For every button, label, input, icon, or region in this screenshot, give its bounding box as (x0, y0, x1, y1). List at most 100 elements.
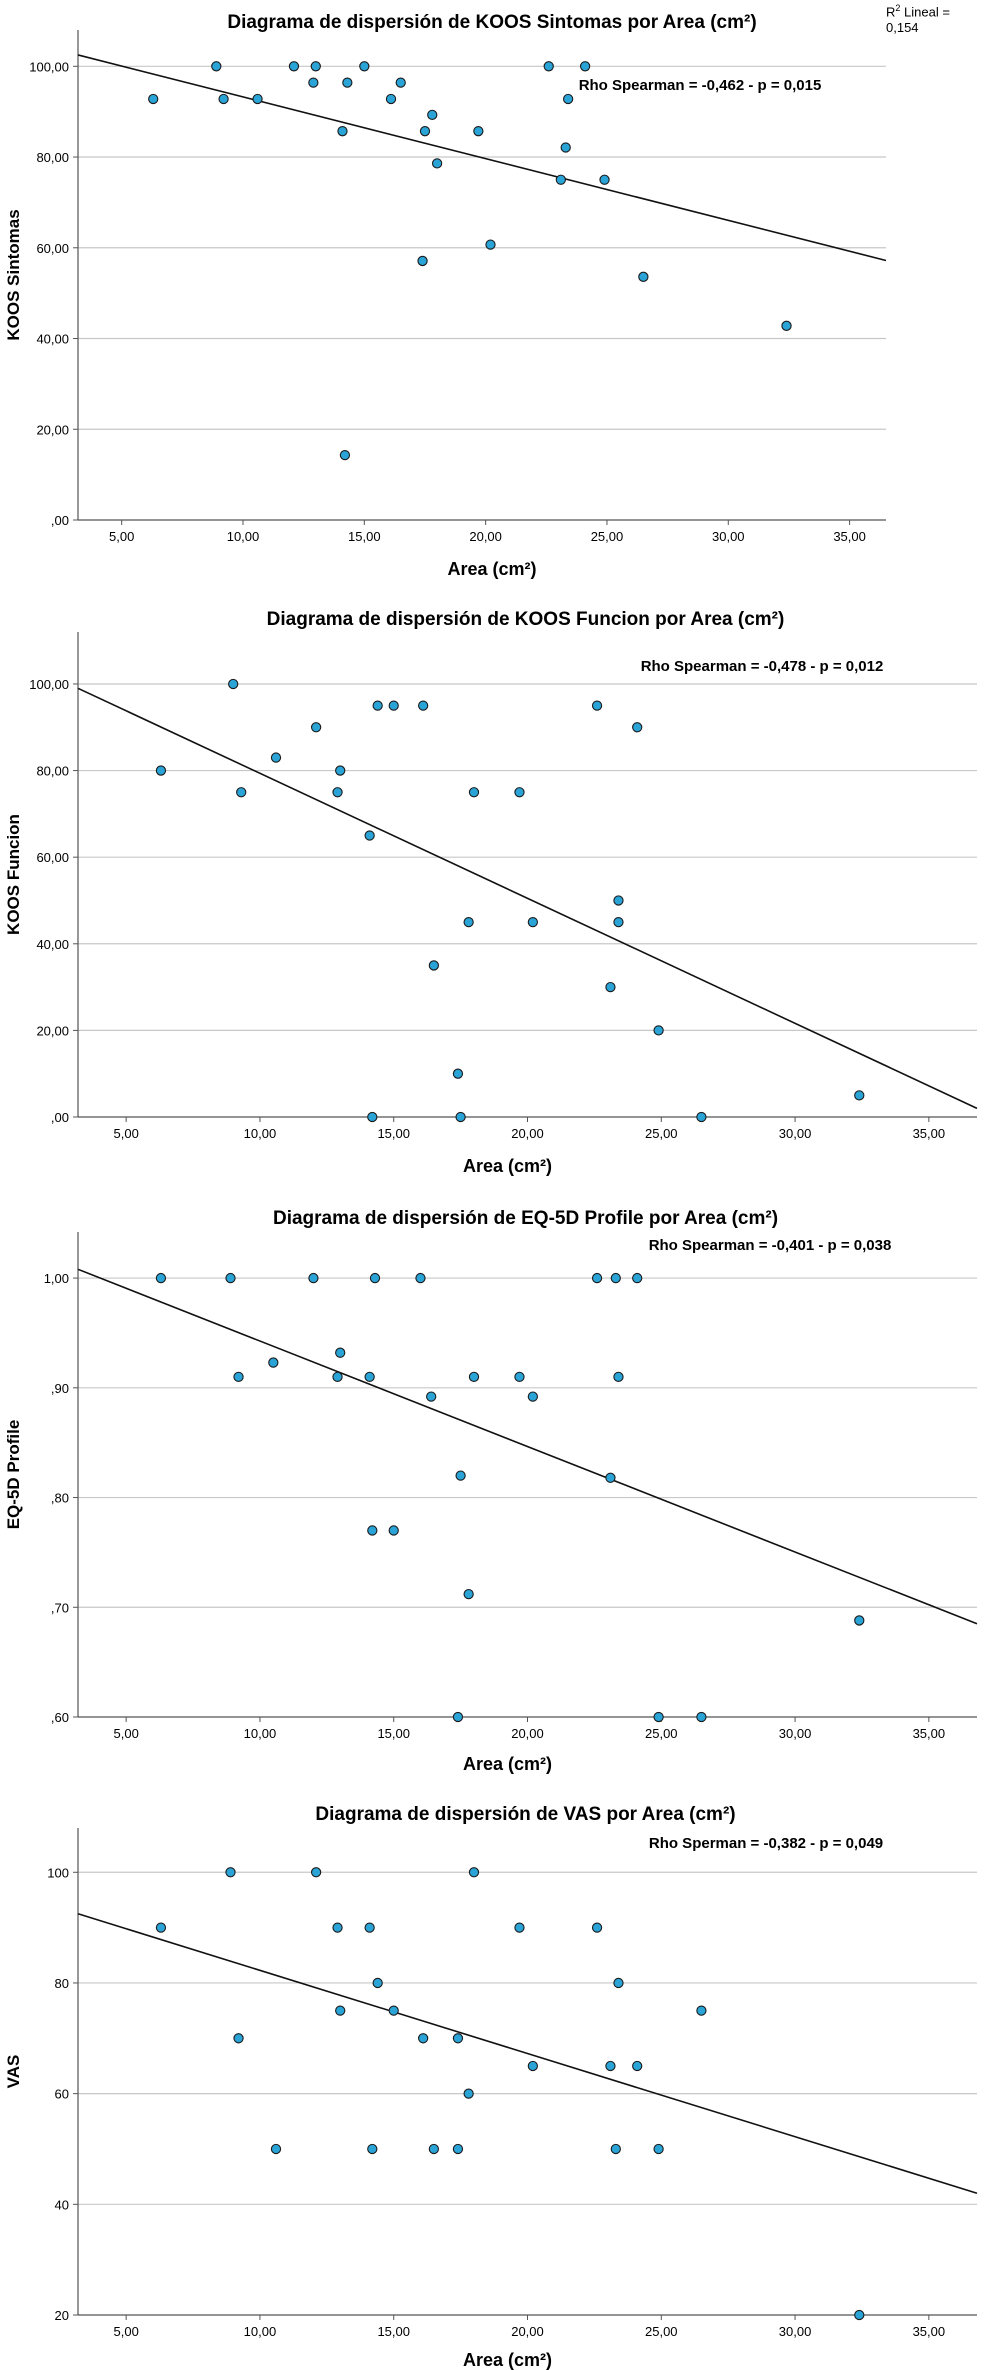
chart4-data-point (428, 2143, 440, 2155)
chart4-data-point (452, 2143, 464, 2155)
chart3-y-tick-label: ,70 (51, 1600, 69, 1615)
chart2-data-point (236, 787, 247, 798)
chart4-data-point (468, 1867, 480, 1878)
chart2-data-point (468, 787, 480, 798)
chart2-data-point (613, 916, 624, 928)
chart1-x-axis-label: Area (cm²) (447, 559, 536, 579)
chart1-y-tick-label: 40,00 (36, 332, 69, 347)
chart2-x-axis-label: Area (cm²) (463, 1156, 552, 1176)
chart2-y-tick-label: 60,00 (36, 850, 69, 865)
chart2-data-point (428, 960, 440, 971)
chart1-data-point (562, 93, 574, 105)
chart1-y-tick-label: 100,00 (29, 59, 69, 74)
chart2-title: Diagrama de dispersión de KOOS Funcion p… (267, 609, 785, 630)
chart4-data-point (632, 2060, 643, 2072)
chart4-data-point (372, 1977, 383, 1989)
chart2-data-point (335, 765, 346, 776)
chart1-data-point (485, 239, 496, 250)
chart1-y-tick-label: 60,00 (36, 241, 69, 256)
chart3-data-point (364, 1371, 375, 1382)
chart3-data-point (613, 1371, 624, 1382)
r2-prefix: R (886, 4, 896, 20)
chart4-data-point (514, 1922, 525, 1933)
chart4-y-tick-label: 100 (47, 1865, 69, 1880)
chart3-y-tick-label: 1,00 (44, 1271, 69, 1286)
chart1-x-tick-label: 10,00 (227, 529, 260, 544)
chart3-data-point (155, 1272, 167, 1284)
chart1-data-point (427, 109, 438, 120)
chart1-data-point (218, 93, 229, 105)
chart4-data-point (452, 2033, 464, 2044)
chart4-data-point (613, 1977, 624, 1989)
chart3-data-point (591, 1272, 603, 1284)
chart4-y-tick-label: 40 (55, 2197, 69, 2212)
chart1-data-point (543, 61, 554, 72)
chart1-data-point (337, 126, 348, 137)
chart3-data-point (527, 1391, 539, 1402)
chart3-data-point (308, 1272, 319, 1284)
chart4-x-tick-label: 25,00 (645, 2324, 678, 2339)
chart1-data-point (599, 174, 610, 185)
chart1-x-tick-label: 25,00 (591, 529, 624, 544)
chart2-x-tick-label: 5,00 (114, 1126, 139, 1141)
chart2-data-point (228, 678, 239, 690)
chart4-y-axis-label: VAS (4, 2055, 23, 2089)
chart2-annotation: Rho Spearman = -0,478 - p = 0,012 (641, 658, 884, 675)
chart2-data-point (591, 700, 603, 711)
chart3-data-point (696, 1711, 707, 1723)
chart3-annotation: Rho Spearman = -0,401 - p = 0,038 (649, 1237, 892, 1254)
chart3-y-tick-label: ,60 (51, 1710, 69, 1725)
chart1-y-axis-label: KOOS Sintomas (4, 209, 23, 340)
chart3-x-tick-label: 30,00 (779, 1726, 812, 1741)
chart2-data-point (372, 700, 383, 711)
chart2-data-point (418, 700, 429, 711)
chart1-data-point (431, 158, 443, 169)
chart3-x-tick-label: 15,00 (377, 1726, 410, 1741)
chart3-data-point (225, 1272, 236, 1284)
chart1-data-point (148, 93, 159, 105)
chart2-data-point (452, 1068, 464, 1079)
chart3-data-point (653, 1711, 664, 1723)
chart1-data-point (288, 61, 300, 72)
chart3-fit-line (77, 1268, 978, 1625)
chart3-data-point (268, 1357, 279, 1368)
chart3-y-tick-label: ,90 (51, 1381, 69, 1396)
chart3-data-point (605, 1472, 616, 1483)
chart4-data-point (653, 2143, 664, 2155)
chart2-data-point (605, 981, 616, 993)
chart1-y-tick-label: ,00 (51, 513, 69, 528)
chart2-data-point (632, 722, 643, 733)
chart4-x-tick-label: 20,00 (511, 2324, 544, 2339)
chart4-fit-line (77, 1913, 978, 2195)
chart2-data-point (696, 1111, 707, 1123)
chart1-data-point (560, 142, 571, 153)
chart4-data-point (388, 2005, 399, 2016)
chart3-data-point (332, 1371, 343, 1382)
chart4-data-point (610, 2143, 621, 2155)
chart2-data-point (310, 722, 322, 733)
chart2-data-point (455, 1111, 466, 1123)
chart2-data-point (388, 700, 399, 711)
chart3-data-point (455, 1470, 466, 1481)
chart4-data-point (332, 1922, 343, 1933)
chart4-data-point (367, 2143, 378, 2155)
chart4-x-tick-label: 15,00 (377, 2324, 410, 2339)
chart3-data-point (610, 1272, 621, 1284)
r2-sup: 2 (895, 3, 901, 13)
chart1-x-tick-label: 15,00 (348, 529, 381, 544)
chart1-fit-line (77, 54, 887, 262)
chart4-data-point (335, 2005, 346, 2016)
chart4-y-tick-label: 20 (55, 2308, 69, 2323)
chart1-data-point (555, 174, 567, 185)
chart1-data-point (473, 126, 484, 137)
chart3-x-tick-label: 5,00 (114, 1726, 139, 1741)
chart1-data-point (781, 320, 792, 331)
chart2-data-point (854, 1090, 865, 1101)
chart4-x-tick-label: 35,00 (913, 2324, 946, 2339)
chart2-x-tick-label: 30,00 (779, 1126, 812, 1141)
chart1-data-point (638, 271, 649, 282)
chart1-data-point (395, 77, 406, 88)
chart4-data-point (463, 2088, 474, 2099)
chart3-data-point (468, 1371, 480, 1382)
